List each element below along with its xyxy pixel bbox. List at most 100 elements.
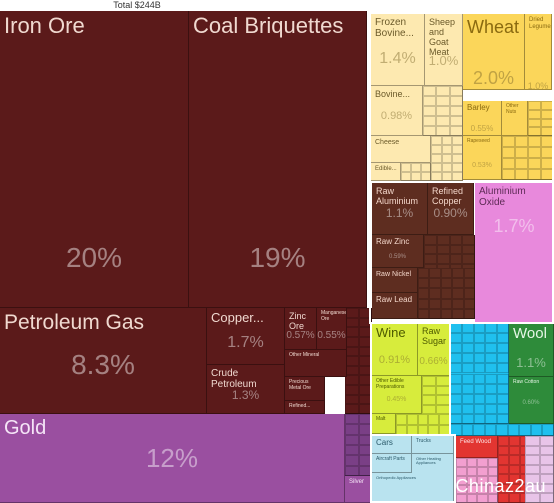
- tile-raw-sugar[interactable]: Raw Sugar 0.66%: [418, 323, 450, 376]
- tile-raw-lead[interactable]: Raw Lead: [372, 293, 418, 319]
- minor-product-tile[interactable]: [418, 268, 475, 319]
- tile-precious-metal-ore[interactable]: Precious Metal Ore: [285, 377, 325, 401]
- tile-aluminium-oxide[interactable]: Aluminium Oxide 1.7%: [475, 183, 554, 323]
- tile-wheat[interactable]: Wheat 2.0%: [463, 14, 525, 90]
- tile-label: Raw Aluminium: [376, 186, 419, 207]
- minor-product-tile[interactable]: [525, 436, 554, 503]
- tile-raw-cotton[interactable]: Raw Cotton 0.60%: [509, 377, 554, 424]
- tile-percent: 12%: [145, 442, 199, 473]
- tile-other-heating-appliances[interactable]: Other Heating Appliances: [412, 454, 454, 474]
- tile-percent: 0.98%: [380, 109, 413, 122]
- minor-product-tile[interactable]: [450, 424, 554, 436]
- minor-product-tile[interactable]: [401, 163, 431, 181]
- tile-cheese[interactable]: Cheese: [371, 136, 431, 163]
- tile-orthopedic-appliances[interactable]: Orthopedic Appliances: [372, 473, 454, 503]
- tile-malt[interactable]: Malt: [372, 414, 396, 434]
- tile-percent: 0.45%: [386, 396, 407, 404]
- tile-edible[interactable]: Edible...: [371, 163, 401, 181]
- tile-percent: 0.90%: [433, 205, 468, 220]
- tile-label: Sheep and Goat Meat: [429, 17, 456, 58]
- tile-percent: 0.66%: [419, 355, 448, 367]
- tile-label: Zinc Ore: [289, 311, 307, 332]
- tile-aircraft-parts[interactable]: Aircraft Parts: [372, 454, 412, 473]
- tile-label: Manganese Ore: [321, 310, 347, 322]
- tile-percent: 8.3%: [71, 349, 135, 381]
- tile-raw-zinc[interactable]: Raw Zinc 0.59%: [372, 235, 424, 268]
- tile-label: Petroleum Gas: [4, 311, 145, 334]
- tile-raw-nickel[interactable]: Raw Nickel: [372, 268, 418, 293]
- minor-product-tile[interactable]: [450, 323, 509, 424]
- tile-copper[interactable]: Copper... 1.7%: [207, 308, 285, 365]
- tile-wool[interactable]: Wool 1.1%: [509, 323, 554, 377]
- tile-trucks[interactable]: Trucks: [412, 436, 454, 454]
- tile-cars[interactable]: Cars: [372, 436, 412, 454]
- tile-label: Raw Cotton: [513, 379, 540, 385]
- tile-label: Other Nuts: [506, 103, 519, 115]
- minor-product-tile[interactable]: [345, 414, 372, 476]
- tile-coal-briquettes[interactable]: Coal Briquettes 19%: [189, 11, 367, 308]
- tile-label: Wine: [376, 325, 406, 340]
- tile-petroleum-gas[interactable]: Petroleum Gas 8.3%: [0, 308, 207, 414]
- tile-refined-copper[interactable]: Refined Copper 0.90%: [428, 183, 474, 235]
- tile-crude-petroleum[interactable]: Crude Petroleum 1.3%: [207, 365, 285, 414]
- tile-label: Raw Nickel: [376, 271, 412, 278]
- tile-percent: 20%: [65, 242, 123, 274]
- tile-rapeseed[interactable]: Rapeseed 0.53%: [463, 136, 502, 180]
- minor-product-tile[interactable]: [431, 136, 463, 181]
- tile-label: Cars: [376, 438, 393, 447]
- tile-percent: 0.55%: [470, 124, 494, 134]
- tile-frozen-bovine[interactable]: Frozen Bovine... 1.4%: [371, 14, 425, 86]
- tile-label: Precious Metal Ore: [289, 379, 311, 391]
- tile-label: Bovine...: [375, 89, 411, 99]
- minor-product-tile[interactable]: [345, 308, 372, 414]
- tile-zinc-ore[interactable]: Zinc Ore 0.57%: [285, 308, 317, 350]
- tile-percent: 1.1%: [516, 354, 546, 370]
- tile-label: Raw Zinc: [376, 237, 410, 246]
- tile-percent: 0.59%: [388, 253, 406, 260]
- tile-percent: 0.91%: [378, 353, 411, 366]
- tile-percent: 1.0%: [428, 52, 459, 68]
- minor-product-tile[interactable]: [502, 136, 554, 180]
- total-label: Total $244B: [113, 0, 161, 10]
- tile-label: Aircraft Parts: [376, 456, 405, 462]
- tile-percent: 0.60%: [522, 399, 540, 406]
- tile-dried-legumes[interactable]: Dried Legumes 1.0%: [525, 14, 552, 90]
- tile-percent: 0.53%: [472, 162, 492, 170]
- tile-percent: 0.57%: [286, 329, 315, 341]
- tile-feed-wood[interactable]: Feed Wood: [456, 436, 498, 458]
- minor-product-tile[interactable]: [396, 414, 450, 436]
- tile-label: Other Heating Appliances: [416, 456, 441, 466]
- tile-wine[interactable]: Wine 0.91%: [372, 323, 418, 376]
- tile-silver[interactable]: Silver: [345, 476, 371, 503]
- tile-manganese-ore[interactable]: Manganese Ore 0.55%: [317, 308, 347, 350]
- tile-label: Coal Briquettes: [193, 13, 344, 38]
- tile-label: Aluminium Oxide: [479, 186, 526, 209]
- tile-bovine[interactable]: Bovine... 0.98%: [371, 86, 423, 136]
- tile-gold[interactable]: Gold 12%: [0, 414, 345, 503]
- tile-label: Crude Petroleum: [211, 368, 257, 391]
- tile-iron-ore[interactable]: Iron Ore 20%: [0, 11, 189, 308]
- tile-label: Frozen Bovine...: [375, 17, 414, 40]
- tile-label: Iron Ore: [4, 13, 85, 38]
- tile-label: Wheat: [467, 17, 520, 37]
- tile-label: Silver: [349, 479, 365, 485]
- tile-label: Wool: [513, 325, 547, 342]
- tile-other-nuts[interactable]: Other Nuts: [502, 101, 528, 136]
- tile-label: Malt: [376, 416, 386, 422]
- tile-label: Copper...: [211, 310, 264, 325]
- tile-percent: 1.1%: [385, 205, 414, 220]
- tile-refined[interactable]: Refined...: [285, 401, 325, 414]
- tile-label: Other Mineral: [289, 352, 320, 358]
- tile-other-mineral[interactable]: Other Mineral: [285, 350, 347, 377]
- minor-product-tile[interactable]: [456, 458, 498, 503]
- tile-sheep-and-goat-meat[interactable]: Sheep and Goat Meat 1.0%: [425, 14, 463, 86]
- tile-percent: 1.7%: [493, 215, 535, 236]
- tile-percent: 0.55%: [317, 329, 346, 341]
- minor-product-tile[interactable]: [423, 86, 463, 136]
- tile-raw-aluminium[interactable]: Raw Aluminium 1.1%: [372, 183, 428, 235]
- tile-barley[interactable]: Barley 0.55%: [463, 101, 502, 136]
- minor-product-tile[interactable]: [528, 101, 554, 136]
- tile-percent: 1.4%: [379, 50, 416, 68]
- tile-other-edible-preparations[interactable]: Other Edible Preparations 0.45%: [372, 376, 422, 414]
- tile-label: Orthopedic Appliances: [376, 475, 417, 480]
